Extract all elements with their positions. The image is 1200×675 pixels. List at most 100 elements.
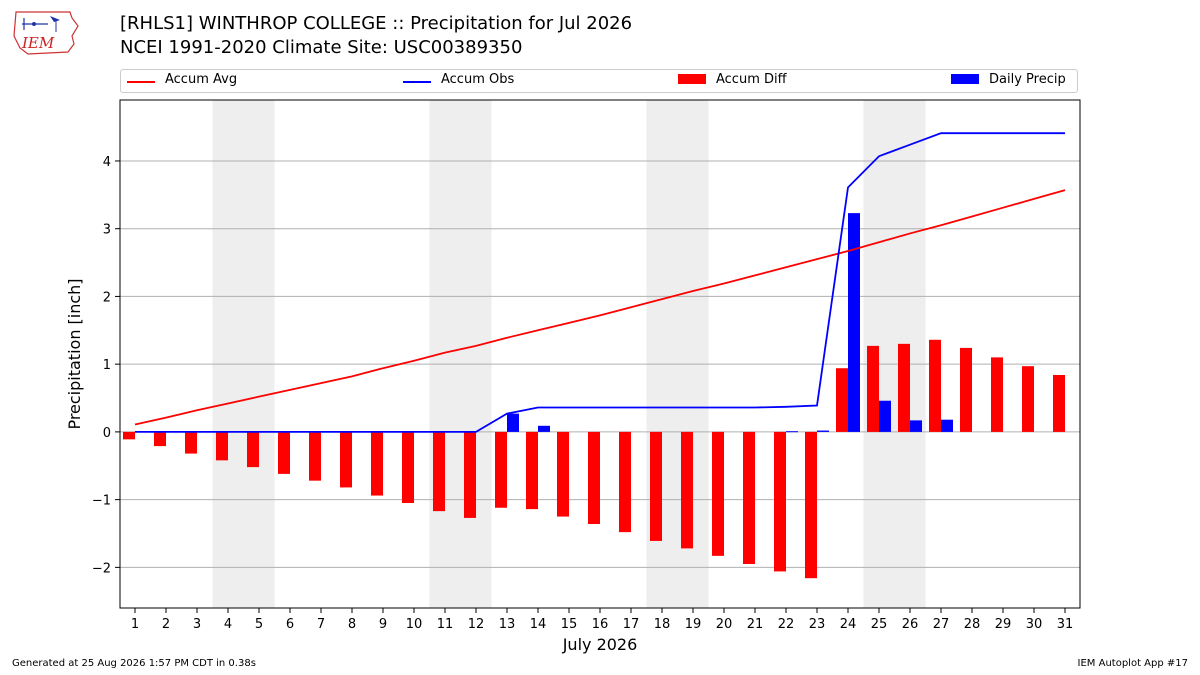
accum-diff-bar <box>774 431 786 572</box>
generated-timestamp: Generated at 25 Aug 2026 1:57 PM CDT in … <box>12 658 256 669</box>
x-tick-label: 23 <box>809 617 826 632</box>
y-axis-label: Precipitation [inch] <box>65 278 84 429</box>
accum-diff-bar <box>123 431 135 440</box>
accum-diff-bar <box>371 431 383 496</box>
x-tick-label: 26 <box>902 617 919 632</box>
x-tick-label: 22 <box>778 617 795 632</box>
accum-diff-bar <box>1022 366 1034 432</box>
x-tick-label: 16 <box>592 617 609 632</box>
accum-diff-bar <box>495 431 507 508</box>
daily-precip-bar <box>507 413 519 432</box>
accum-diff-bar <box>588 431 600 525</box>
accum-diff-bar <box>743 431 755 564</box>
accum-diff-bar <box>340 431 352 488</box>
logo-text: IEM <box>21 34 55 52</box>
accum-diff-bar <box>898 343 910 432</box>
accum-diff-bar <box>464 431 476 518</box>
legend-swatch-accum-avg <box>127 81 155 83</box>
legend-swatch-accum-diff <box>678 74 706 84</box>
daily-precip-bar <box>879 400 891 432</box>
x-tick-label: 29 <box>995 617 1012 632</box>
accum-diff-bar <box>185 431 197 454</box>
x-tick-label: 20 <box>716 617 733 632</box>
accum-diff-bar <box>154 431 166 447</box>
x-tick-label: 27 <box>933 617 950 632</box>
x-tick-label: 7 <box>317 617 325 632</box>
y-tick-label: 0 <box>103 426 111 441</box>
x-tick-label: 19 <box>685 617 702 632</box>
daily-precip-bars <box>507 213 953 433</box>
legend-label-daily-precip: Daily Precip <box>989 72 1066 87</box>
accum-diff-bar <box>805 431 817 579</box>
y-tick-label: −1 <box>92 494 111 509</box>
x-tick-label: 24 <box>840 617 857 632</box>
accum-diff-bar <box>991 357 1003 432</box>
daily-precip-bar <box>538 425 550 432</box>
accum-avg-line <box>134 189 1066 426</box>
x-tick-label: 17 <box>623 617 640 632</box>
x-tick-label: 30 <box>1026 617 1043 632</box>
x-tick-label: 5 <box>255 617 263 632</box>
legend-label-accum-obs: Accum Obs <box>441 72 515 87</box>
accum-diff-bar <box>712 431 724 556</box>
accum-lines <box>134 132 1066 433</box>
y-tick-label: 2 <box>103 290 111 305</box>
iem-logo: IEM <box>13 11 79 55</box>
accum-diff-bars <box>123 339 1065 579</box>
daily-precip-bar <box>786 431 798 433</box>
daily-precip-bar <box>941 419 953 432</box>
accum-diff-bar <box>681 431 693 549</box>
x-tick-label: 8 <box>348 617 356 632</box>
accum-obs-line <box>135 132 1065 433</box>
accum-diff-bar <box>247 431 259 468</box>
y-axis-ticks: −2 −1 0 1 2 3 4 <box>92 155 120 576</box>
legend-swatch-accum-obs <box>403 81 431 83</box>
y-tick-label: 3 <box>103 223 111 238</box>
daily-precip-bar <box>817 430 829 432</box>
x-tick-label: 18 <box>654 617 671 632</box>
x-tick-label: 6 <box>286 617 294 632</box>
accum-diff-bar <box>278 431 290 474</box>
daily-precip-bar <box>848 213 860 432</box>
accum-diff-bar <box>650 431 662 541</box>
daily-precip-bar <box>910 420 922 432</box>
chart-subtitle: NCEI 1991-2020 Climate Site: USC00389350 <box>120 37 523 58</box>
chart-title: [RHLS1] WINTHROP COLLEGE :: Precipitatio… <box>120 13 633 34</box>
x-tick-label: 15 <box>561 617 578 632</box>
x-tick-label: 25 <box>871 617 888 632</box>
x-tick-label: 28 <box>964 617 981 632</box>
accum-diff-bar <box>526 431 538 510</box>
x-tick-label: 31 <box>1057 617 1074 632</box>
accum-diff-bar <box>216 431 228 461</box>
x-tick-label: 13 <box>499 617 516 632</box>
accum-diff-bar <box>836 368 848 432</box>
x-axis-label: July 2026 <box>562 635 638 654</box>
accum-diff-bar <box>960 347 972 432</box>
accum-diff-bar <box>867 345 879 432</box>
accum-diff-bar <box>1053 374 1065 432</box>
legend-swatch-daily-precip <box>951 74 979 84</box>
x-tick-label: 9 <box>379 617 387 632</box>
x-tick-label: 2 <box>162 617 170 632</box>
accum-diff-bar <box>557 431 569 517</box>
weekend-band <box>212 100 275 608</box>
x-tick-label: 4 <box>224 617 232 632</box>
y-tick-label: 4 <box>103 155 111 170</box>
x-tick-label: 1 <box>131 617 139 632</box>
accum-diff-bar <box>402 431 414 504</box>
x-tick-label: 21 <box>747 617 764 632</box>
x-tick-label: 11 <box>437 617 454 632</box>
accum-diff-bar <box>619 431 631 533</box>
y-tick-label: −2 <box>92 561 111 576</box>
legend-label-accum-diff: Accum Diff <box>716 72 787 87</box>
chart-legend: Accum Avg Accum Obs Accum Diff Daily Pre… <box>120 69 1078 93</box>
x-tick-label: 10 <box>406 617 423 632</box>
accum-diff-bar <box>433 431 445 512</box>
y-tick-label: 1 <box>103 358 111 373</box>
accum-diff-bar <box>929 339 941 432</box>
app-credit: IEM Autoplot App #17 <box>1077 658 1188 669</box>
legend-label-accum-avg: Accum Avg <box>165 72 238 87</box>
x-tick-label: 12 <box>468 617 485 632</box>
weekend-shading <box>212 100 926 608</box>
